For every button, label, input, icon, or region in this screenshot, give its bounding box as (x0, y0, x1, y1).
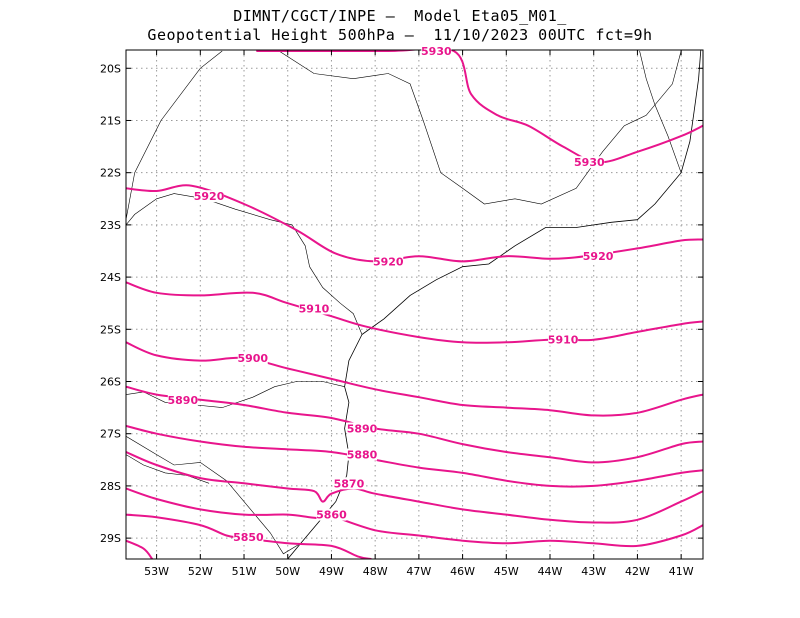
contour-label: 5850 (233, 531, 264, 544)
lon-tick-label: 53W (144, 565, 169, 578)
state-border (126, 454, 210, 484)
contour-label-bg (548, 333, 579, 346)
chart-title-line2: Geopotential Height 500hPa – 11/10/2023 … (147, 26, 653, 44)
contour-label-bg (333, 477, 364, 490)
lon-tick-label: 51W (232, 565, 257, 578)
lon-tick-label: 41W (669, 565, 694, 578)
lon-tick-label: 42W (625, 565, 650, 578)
plot-frame (125, 49, 704, 560)
lon-tick-label: 46W (450, 565, 475, 578)
state-border (126, 436, 301, 555)
state-border (278, 50, 682, 205)
lon-tick-label: 47W (406, 565, 431, 578)
contour-label: 5910 (548, 334, 579, 347)
lat-tick-label: 24S (100, 271, 121, 284)
contour-label-bg (233, 531, 264, 544)
contour-label-bg (347, 448, 378, 461)
lat-tick-label: 27S (100, 428, 121, 441)
contour-label: 5920 (373, 255, 404, 268)
lon-tick-label: 49W (319, 565, 344, 578)
contour-label-bg (298, 302, 329, 315)
contour-labels: 5930 5930 5920 5920 5920 5910 5910 5900 5890 5890… (168, 45, 614, 544)
contour-label-bg (167, 393, 198, 406)
contour-label: 5930 (574, 156, 605, 169)
contour-line-5930 (256, 50, 703, 164)
lat-tick-label: 21S (100, 114, 121, 127)
lat-tick-label: 26S (100, 376, 121, 389)
contour-label-bg (583, 250, 614, 263)
lat-tick-label: 23S (100, 219, 121, 232)
lat-tick-label: 20S (100, 62, 121, 75)
lon-tick-label: 50W (275, 565, 300, 578)
chart-title-line1: DIMNT/CGCT/INPE – Model Eta05_M01_ (233, 7, 567, 25)
contour-label: 5890 (168, 394, 199, 407)
contour-label-bg (373, 255, 404, 268)
axis-ticks: 53W 52W 51W 50W 49W 48W 47W 46W 45W 44W 43W 42W 41W 2… (100, 50, 703, 578)
lon-tick-label: 48W (363, 565, 388, 578)
contour-line-5880 (126, 424, 703, 488)
contour-line-5840 (126, 539, 154, 559)
coastlines-borders (126, 50, 702, 559)
contour-label-bg (316, 508, 347, 521)
contour-label: 5860 (316, 509, 347, 522)
lat-tick-label: 22S (100, 167, 121, 180)
lon-tick-label: 43W (581, 565, 606, 578)
contour-label-bg (347, 422, 378, 435)
state-border (126, 381, 345, 408)
contour-label-bg (421, 45, 452, 58)
lat-tick-label: 25S (100, 323, 121, 336)
contour-label-bg (574, 156, 605, 169)
contour-lines (126, 50, 703, 559)
contour-label-bg (194, 190, 225, 203)
contour-label: 5920 (194, 190, 225, 203)
contour-line-5920 (126, 184, 703, 263)
lon-tick-label: 44W (538, 565, 563, 578)
contour-line-5890 (126, 385, 703, 464)
contour-line-5860 (126, 487, 703, 548)
lon-tick-label: 45W (494, 565, 519, 578)
lat-tick-label: 29S (100, 532, 121, 545)
contour-label: 5870 (334, 477, 365, 490)
contour-line-5900 (126, 341, 703, 417)
contour-line-5870 (126, 451, 703, 524)
contour-label-bg (237, 352, 268, 365)
contour-label: 5920 (583, 250, 614, 263)
coastline-northeast (361, 50, 702, 335)
contour-label: 5910 (299, 302, 330, 315)
contour-line-5910 (126, 281, 703, 344)
lon-tick-label: 52W (188, 565, 213, 578)
contour-label: 5900 (237, 352, 268, 365)
lat-tick-label: 28S (100, 480, 121, 493)
state-border (639, 50, 682, 173)
contour-label: 5890 (347, 422, 378, 435)
grid-lines (126, 50, 703, 559)
contour-label: 5930 (421, 45, 452, 58)
contour-label: 5880 (347, 449, 378, 462)
